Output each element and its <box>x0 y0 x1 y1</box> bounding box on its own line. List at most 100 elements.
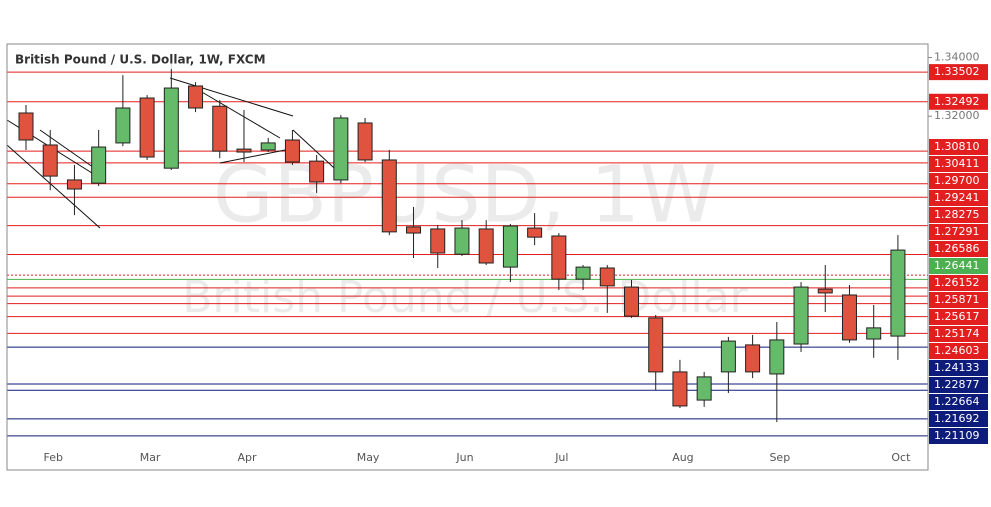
candle-body <box>527 227 543 238</box>
price-label-bg <box>929 224 988 240</box>
price-label: 1.21109 <box>934 429 980 442</box>
trend-line <box>169 77 294 117</box>
candle-body <box>745 344 761 373</box>
price-label-bg <box>929 207 988 223</box>
price-label: 1.21692 <box>934 412 980 425</box>
price-label-bg <box>929 275 988 291</box>
candle-body <box>115 107 131 144</box>
candle-body <box>406 226 422 234</box>
candle-body <box>599 267 615 287</box>
candle-body <box>793 286 809 345</box>
candle-body <box>648 317 664 373</box>
candle-body <box>841 294 857 341</box>
candle-body <box>260 142 276 151</box>
price-label-bg <box>929 173 988 189</box>
candle-body <box>430 228 446 254</box>
y-tick-label: 1.34000 <box>934 51 980 64</box>
candle-body <box>890 249 906 337</box>
price-label: 1.22877 <box>934 378 980 391</box>
price-label: 1.25617 <box>934 310 980 323</box>
price-label: 1.25174 <box>934 327 980 340</box>
price-label-bg <box>929 139 988 155</box>
price-label: 1.33502 <box>934 65 980 78</box>
x-tick-label: Sep <box>769 451 790 464</box>
x-tick-label: Feb <box>43 451 62 464</box>
candle-body <box>551 235 567 280</box>
x-tick-label: Jul <box>554 451 568 464</box>
price-label-bg <box>929 156 988 172</box>
price-label: 1.24603 <box>934 344 980 357</box>
price-label: 1.30411 <box>934 157 980 170</box>
trend-line <box>6 144 101 229</box>
price-label-bg <box>929 241 988 257</box>
price-label: 1.32492 <box>934 95 980 108</box>
candle-body <box>236 148 252 153</box>
price-label-bg <box>929 64 988 81</box>
price-label: 1.25871 <box>934 293 980 306</box>
price-label-bg <box>929 292 988 308</box>
candle-body <box>188 85 204 109</box>
candle-body <box>66 179 82 190</box>
candle-body <box>672 371 688 407</box>
price-label: 1.22664 <box>934 395 980 408</box>
candles <box>18 62 906 423</box>
candle-body <box>212 105 228 152</box>
price-label: 1.26441 <box>934 259 980 272</box>
candle-body <box>720 340 736 373</box>
candle-body <box>478 228 494 264</box>
y-tick-label: 1.32000 <box>934 109 980 122</box>
candle-body <box>333 117 349 181</box>
chart-title: British Pound / U.S. Dollar, 1W, FXCM <box>15 53 266 67</box>
candle-body <box>575 266 591 280</box>
price-label-bg <box>929 258 988 274</box>
x-tick-label: May <box>357 451 380 464</box>
x-tick-label: Aug <box>672 451 693 464</box>
candle-body <box>163 87 179 169</box>
axes: 1.33502 1.32492 1.30810 1.30411 1.29700 1.292… <box>43 51 988 464</box>
trend-line <box>194 87 281 139</box>
price-label-bg <box>929 394 988 410</box>
price-label: 1.29241 <box>934 191 980 204</box>
candle-body <box>381 159 397 233</box>
watermark: GBPUSD, 1W <box>213 150 717 240</box>
price-label-bg <box>929 360 988 376</box>
price-label-bg <box>929 377 988 393</box>
candle-body <box>309 160 325 183</box>
title-bg <box>10 51 242 69</box>
candle-body <box>18 112 34 141</box>
price-label-bg <box>929 93 988 110</box>
candle-body <box>284 139 300 163</box>
price-label: 1.30810 <box>934 140 980 153</box>
candle-body <box>42 144 58 177</box>
candle-body <box>91 146 107 184</box>
price-label: 1.24133 <box>934 361 980 374</box>
candle-body <box>454 227 470 255</box>
candle-body <box>769 339 785 375</box>
price-label: 1.29700 <box>934 174 980 187</box>
x-tick-label: Mar <box>140 451 161 464</box>
x-tick-label: Oct <box>891 451 911 464</box>
candle-body <box>624 286 639 317</box>
price-label-bg <box>929 190 988 206</box>
price-label: 1.28275 <box>934 208 980 221</box>
candle-body <box>866 327 882 340</box>
price-label: 1.27291 <box>934 225 980 238</box>
price-label: 1.26152 <box>934 276 980 289</box>
candle-body <box>502 225 518 268</box>
watermark-subtitle: British Pound / U.S. Dollar <box>182 272 748 323</box>
candle-body <box>357 122 373 161</box>
x-tick-label: Apr <box>237 451 257 464</box>
price-label-bg <box>929 428 988 444</box>
candle-body <box>696 376 712 401</box>
price-label-bg <box>929 326 988 342</box>
candle-body <box>817 288 833 294</box>
x-tick-label: Jun <box>455 451 473 464</box>
trend-line <box>219 147 296 164</box>
candle-body <box>139 97 155 158</box>
price-label-bg <box>929 343 988 359</box>
price-label: 1.26586 <box>934 242 980 255</box>
price-label-bg <box>929 309 988 325</box>
price-label-bg <box>929 411 988 427</box>
